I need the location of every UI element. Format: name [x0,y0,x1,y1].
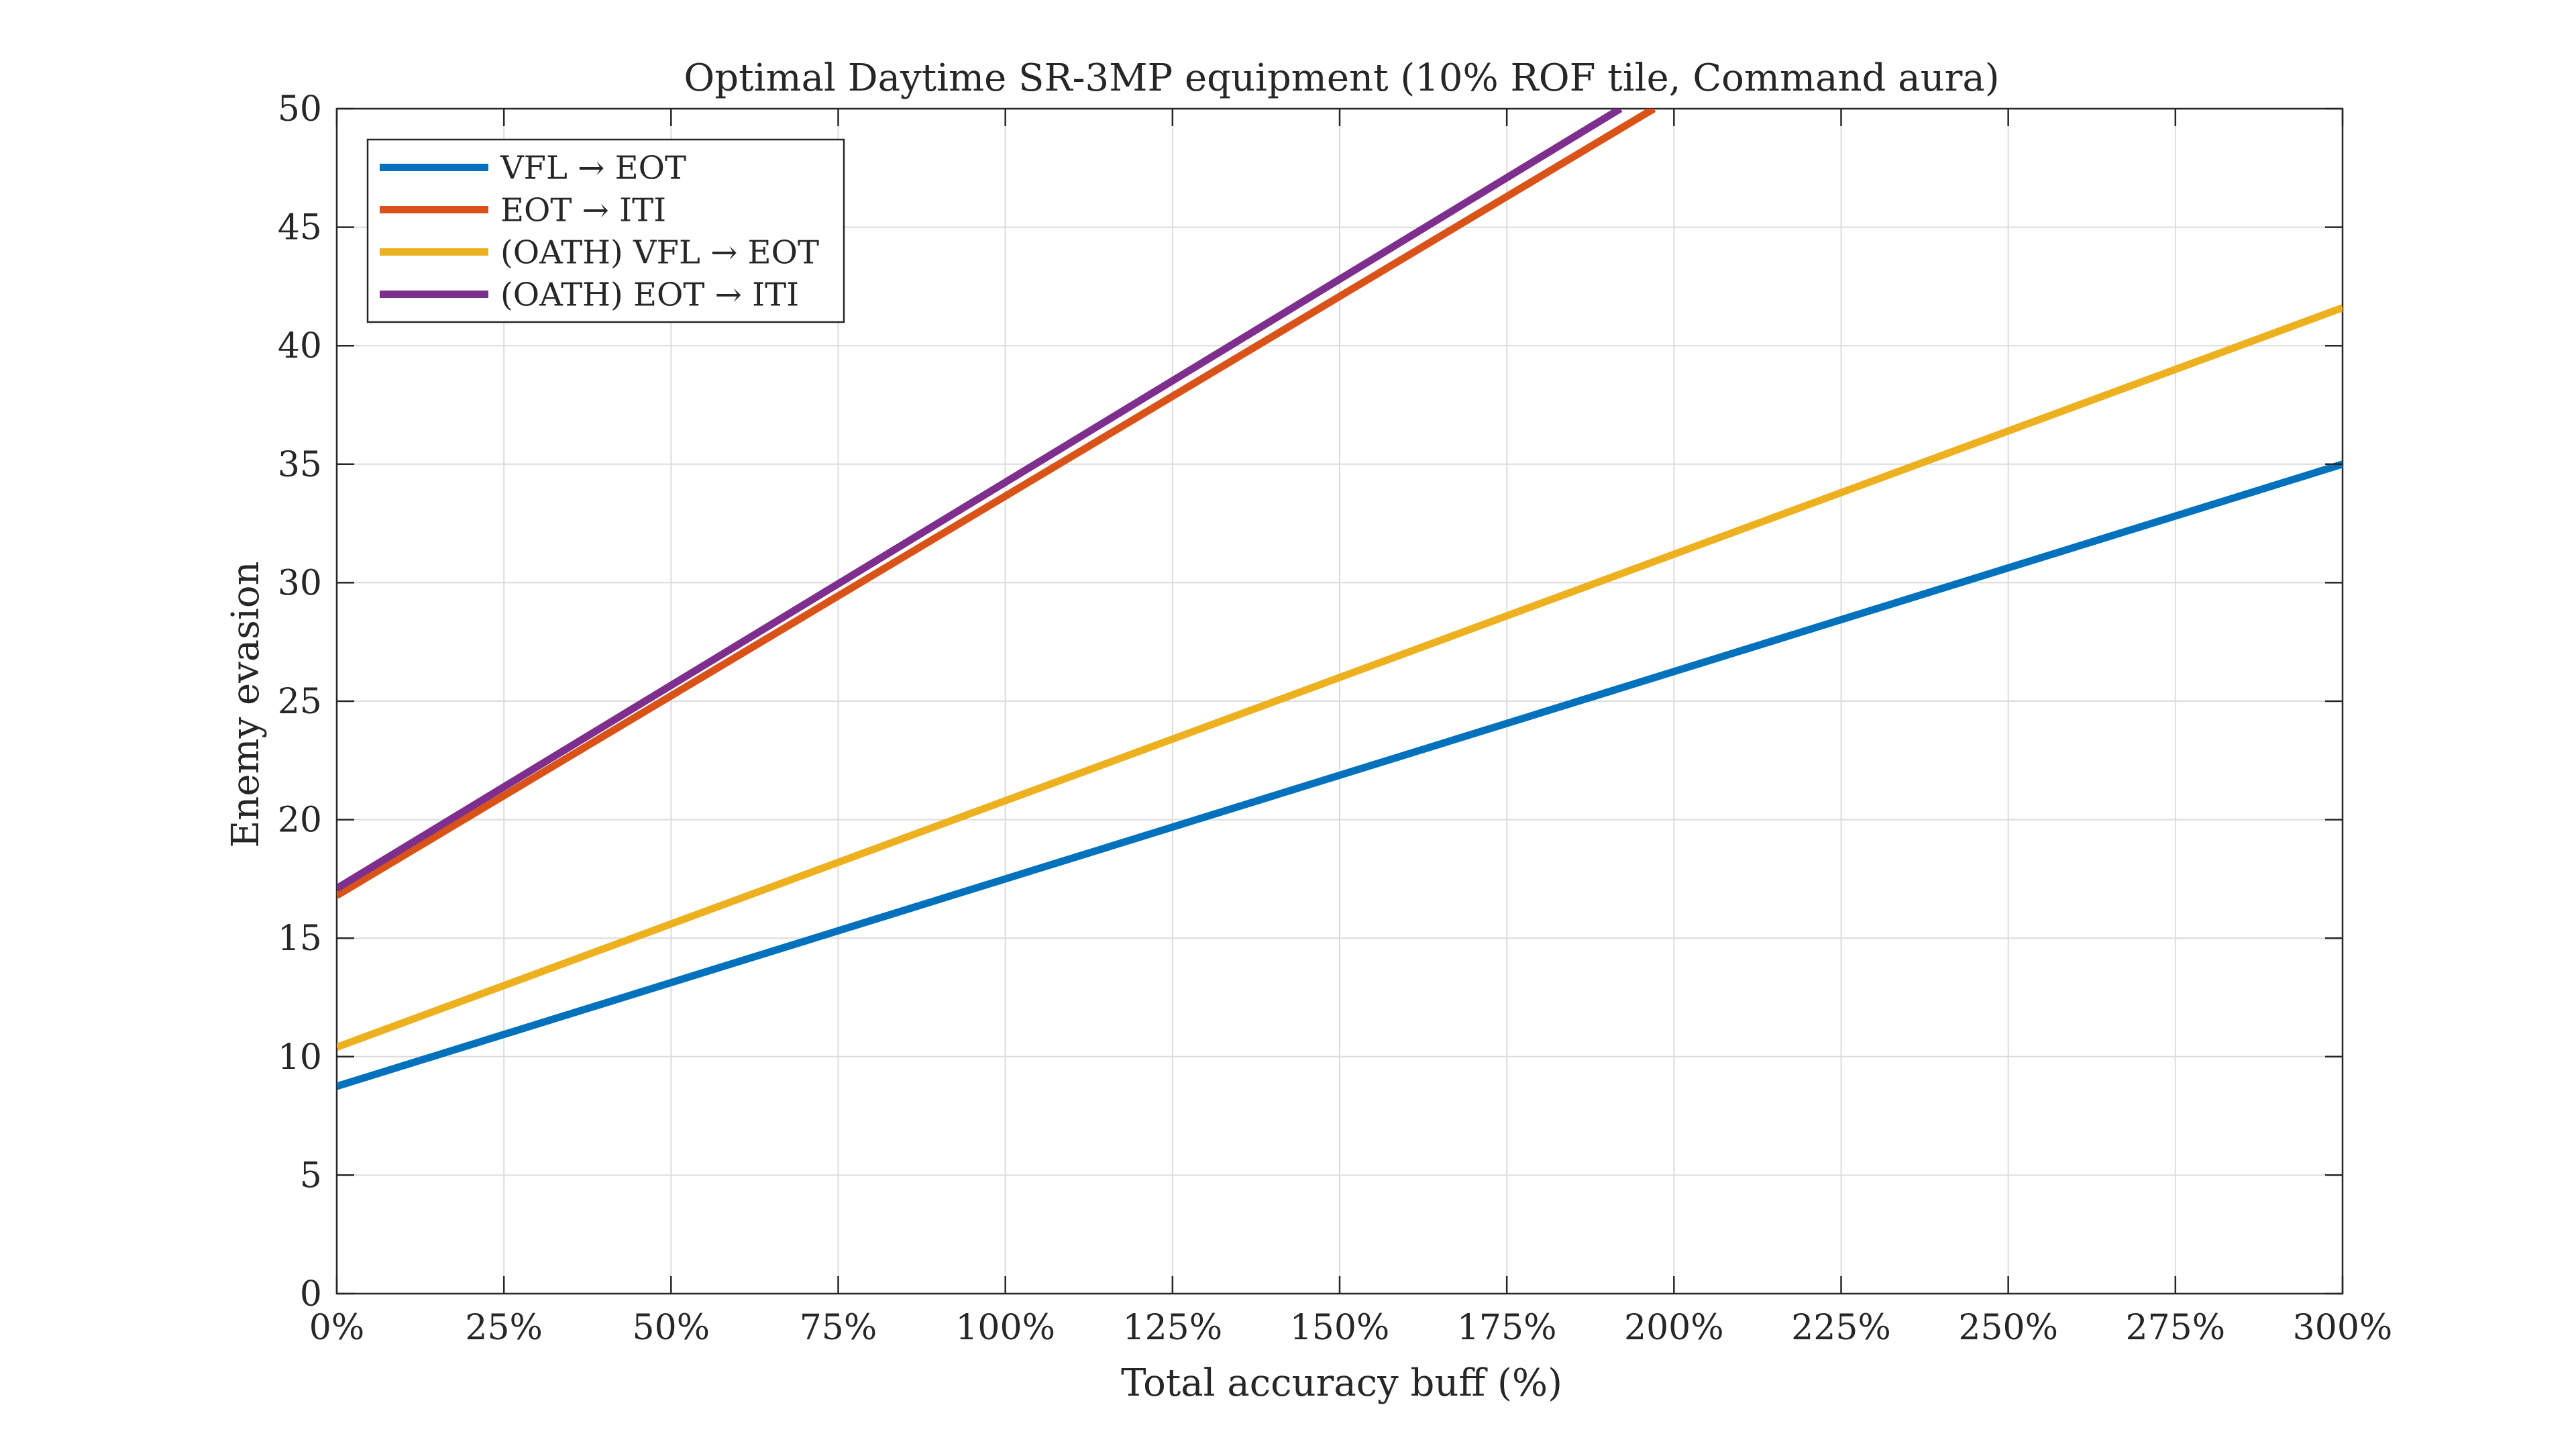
series-layer [337,109,2343,1090]
y-tick-label: 40 [278,326,322,366]
series-line-4 [337,109,1623,892]
y-tick-label: 5 [300,1155,322,1196]
x-tick-label: 0% [309,1308,365,1348]
legend-label-4: (OATH) EOT → ITI [500,276,799,314]
x-tick-label: 275% [2125,1308,2225,1348]
x-tick-label: 200% [1624,1308,1724,1348]
x-tick-label: 250% [1958,1308,2058,1348]
legend-label-3: (OATH) VFL → EOT [500,234,819,272]
legend-label-2: EOT → ITI [500,192,666,229]
chart-title: Optimal Daytime SR-3MP equipment (10% RO… [684,56,1999,100]
x-tick-label: 175% [1457,1308,1557,1348]
y-tick-label: 35 [278,445,322,485]
x-axis-label: Total accuracy buff (%) [1121,1361,1562,1405]
legend-label-1: VFL → EOT [500,150,686,187]
y-tick-label: 45 [278,208,322,248]
legend: VFL → EOT EOT → ITI (OATH) VFL → EOT (OATH)… [366,138,845,323]
y-tick-label: 20 [278,800,322,841]
y-tick-label: 0 [300,1274,322,1314]
series-line-3 [337,304,2343,1051]
x-tick-label: 75% [800,1308,877,1348]
x-tick-label: 50% [633,1308,710,1348]
y-tick-label: 30 [278,563,322,603]
x-tick-label: 300% [2293,1308,2393,1348]
y-tick-label: 15 [278,919,322,959]
x-tick-label: 25% [465,1308,543,1348]
y-tick-label: 50 [278,89,322,129]
x-tick-label: 150% [1290,1308,1390,1348]
x-tick-label: 125% [1122,1308,1222,1348]
y-tick-label: 10 [278,1037,322,1078]
y-tick-label: 25 [278,682,322,722]
y-axis-label: Enemy evasion [224,561,268,847]
ticks-layer: 0% 25% 50% 75% 100% 125% 150% 175% 200% 225% 250% 2… [278,89,2393,1348]
series-line-1 [337,460,2343,1090]
series-line-2 [337,109,1656,899]
x-tick-label: 225% [1791,1308,1891,1348]
x-tick-label: 100% [955,1308,1055,1348]
